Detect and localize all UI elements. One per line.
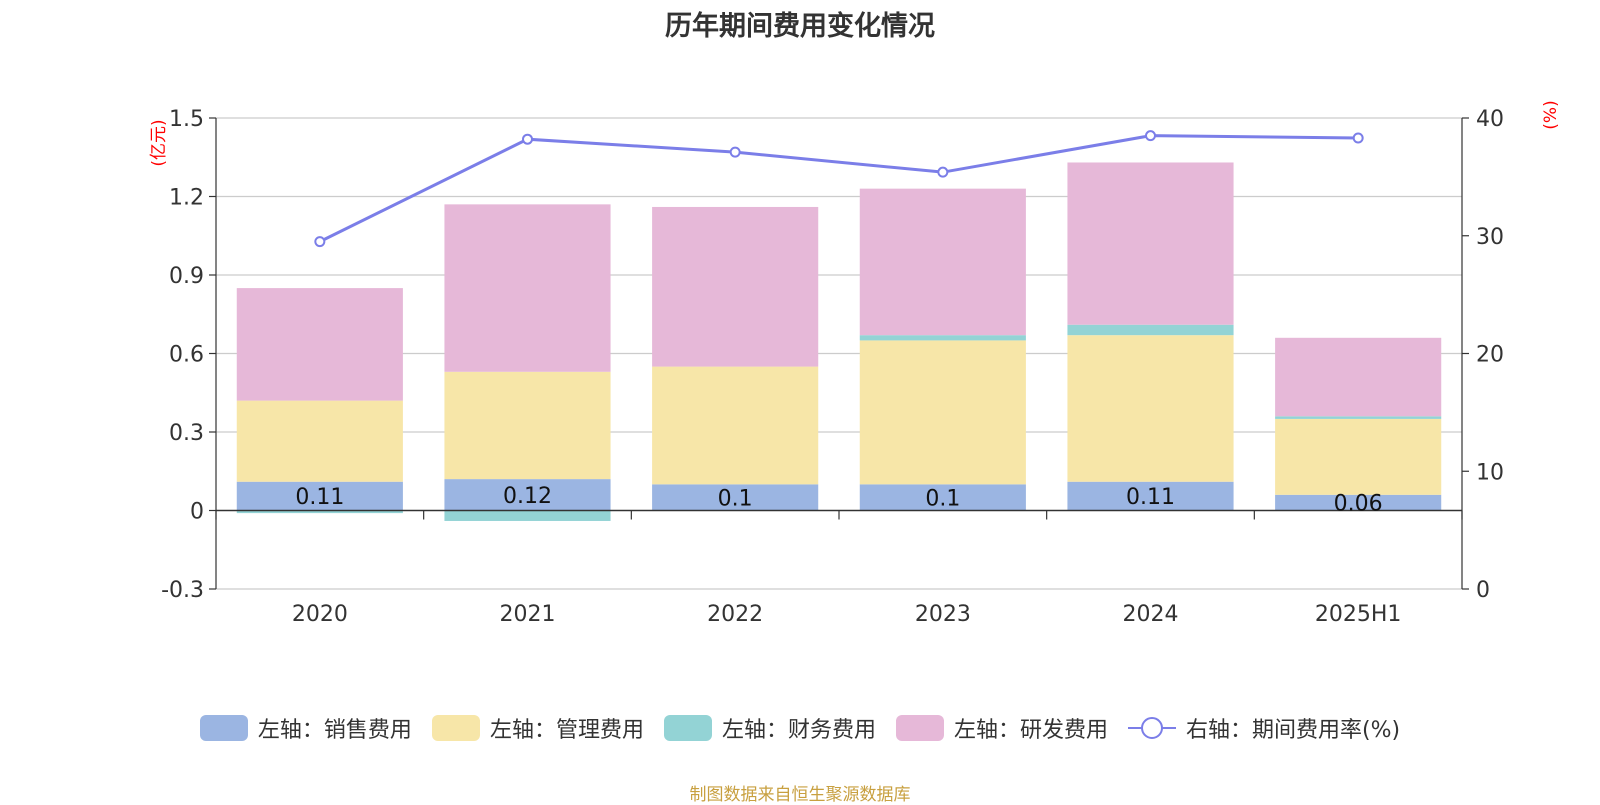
legend-item[interactable]: 左轴：管理费用 — [431, 712, 644, 744]
left-axis-tick-label: 1.5 — [169, 107, 204, 132]
bar-segment — [444, 479, 611, 511]
bar-data-label: 0.11 — [295, 485, 344, 510]
rate-point — [937, 166, 949, 178]
legend-label: 左轴：财务费用 — [721, 718, 876, 743]
left-axis-tick-label: 1.2 — [169, 186, 204, 211]
category-label: 2020 — [292, 602, 348, 627]
bar-segment — [236, 288, 403, 401]
legend-label: 左轴：管理费用 — [489, 718, 644, 743]
legend-swatch — [895, 715, 944, 741]
right-axis-tick-label: 20 — [1476, 343, 1504, 368]
left-axis-tick-label: 0 — [190, 500, 204, 525]
bar-segment — [444, 510, 611, 521]
legend-swatch — [663, 715, 712, 741]
rate-point — [522, 133, 533, 145]
left-axis-tick-label: 0.9 — [169, 264, 204, 289]
bar-segment — [1067, 162, 1234, 325]
bar-data-label: 0.11 — [1126, 485, 1175, 510]
bar-segment — [236, 400, 403, 482]
rate-line — [319, 134, 1359, 243]
legend: 左轴：销售费用 左轴：管理费用 左轴：财务费用 左轴：研发费用 右轴：期间费用率(%) — [0, 708, 1600, 748]
data-labels: 0.11 0.12 0.1 0.1 0.11 0.06 — [295, 484, 1382, 517]
axes: -0.3 0 0.3 0.6 0.9 1.2 1.5 0 10 20 30 40 2020 2021 202… — [149, 100, 1561, 627]
bar-segment — [444, 371, 611, 480]
right-axis-tick-label: 10 — [1476, 460, 1504, 485]
category-label: 2024 — [1123, 602, 1179, 627]
legend-item[interactable]: 右轴：期间费用率(%) — [1127, 712, 1401, 744]
bar-data-label: 0.06 — [1334, 492, 1383, 517]
left-axis-unit-label: (亿元) — [149, 119, 169, 166]
bar-segment — [652, 206, 819, 367]
legend-swatch — [199, 715, 248, 741]
rate-point — [314, 236, 326, 248]
left-axis-tick-label: -0.3 — [161, 578, 204, 603]
bar-data-label: 0.12 — [503, 484, 552, 509]
bar-segment — [1275, 416, 1442, 419]
chart-title: 历年期间费用变化情况 — [665, 11, 935, 42]
right-axis-tick-label: 0 — [1476, 578, 1490, 603]
bar-segment — [859, 335, 1026, 341]
bar-segment — [1067, 481, 1234, 511]
bar-segment — [1067, 335, 1234, 482]
rate-point — [1145, 130, 1156, 142]
left-axis-tick-label: 0.3 — [169, 421, 204, 446]
right-axis-tick-label: 30 — [1476, 225, 1504, 250]
category-label: 2021 — [500, 602, 556, 627]
grid-lines — [216, 117, 1462, 590]
category-label: 2022 — [707, 602, 763, 627]
bar-segment — [1067, 324, 1234, 336]
right-axis-unit-label: (%) — [1541, 100, 1561, 129]
bar-segment — [1275, 494, 1442, 511]
data-source-note: 制图数据来自恒生聚源数据库 — [689, 785, 911, 805]
rate-point — [1352, 132, 1364, 144]
chart-canvas: -0.3 0 0.3 0.6 0.9 1.2 1.5 0 10 20 30 40 2020 2021 202… — [149, 100, 1561, 627]
bar-segment — [444, 204, 611, 372]
bar-data-label: 0.1 — [718, 486, 753, 511]
legend-label: 左轴：销售费用 — [257, 718, 412, 743]
bar-series — [236, 162, 1442, 521]
bar-segment — [236, 481, 403, 511]
rate-line-series — [314, 130, 1364, 248]
category-label: 2023 — [915, 602, 971, 627]
bar-segment — [1275, 418, 1442, 495]
bar-segment — [1275, 337, 1442, 417]
bar-data-label: 0.1 — [925, 486, 960, 511]
bar-segment — [859, 188, 1026, 336]
legend-label: 左轴：研发费用 — [953, 718, 1108, 743]
legend-item[interactable]: 左轴：财务费用 — [663, 712, 876, 744]
bar-segment — [859, 484, 1026, 511]
legend-item[interactable]: 左轴：研发费用 — [895, 712, 1108, 744]
bar-segment — [652, 366, 819, 485]
legend-item[interactable]: 左轴：销售费用 — [199, 712, 412, 744]
right-axis-tick-label: 40 — [1476, 107, 1504, 132]
bar-segment — [859, 340, 1026, 485]
category-label: 2025H1 — [1315, 602, 1402, 627]
bar-segment — [236, 510, 403, 514]
legend-swatch — [431, 715, 480, 741]
legend-label: 右轴：期间费用率(%) — [1185, 718, 1401, 743]
left-axis-tick-label: 0.6 — [169, 343, 204, 368]
rate-point — [729, 146, 741, 158]
legend-line-marker-icon — [1127, 715, 1176, 741]
bar-segment — [652, 484, 819, 511]
